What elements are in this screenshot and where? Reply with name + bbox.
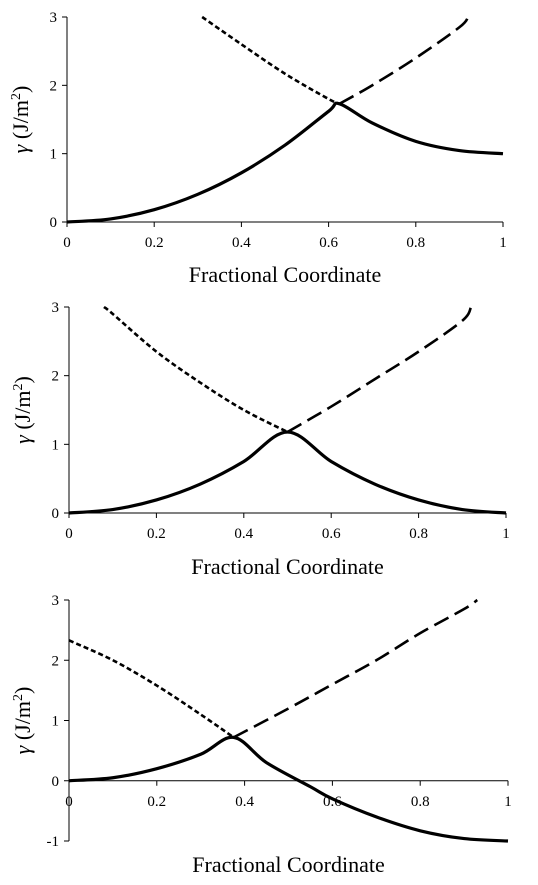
x-tick-label: 0.4 [234,526,253,542]
x-tick-label: 0.6 [319,235,338,251]
series-line-solid [68,735,509,843]
y-tick-label: 3 [52,300,60,316]
x-tick-label: 0.8 [411,794,430,810]
x-tick-label: 0 [65,526,73,542]
y-tick-label: 2 [52,369,60,385]
chart-1: 0 1 2 3 0 0.2 0.4 0.6 0.8 1 Fractional Coordinate γ… [8,10,507,287]
y-tick-label: -1 [47,834,60,850]
x-tick-label: 0.4 [232,235,251,251]
y-tick-label: 1 [52,437,60,453]
y-axis-label: γ (J/m2) [10,687,35,755]
y-axis-label: γ (J/m2) [8,86,33,154]
y-tick-label: 3 [50,10,58,26]
x-axis-label: Fractional Coordinate [189,262,381,287]
series-line-dashed [286,306,473,434]
x-tick-label: 0.8 [409,526,428,542]
x-tick-label: 0.2 [147,526,166,542]
series-line-dotted [103,305,289,434]
y-tick-label: 0 [50,215,58,231]
y-tick-label: 1 [50,147,58,163]
x-tick-label: 1 [499,235,507,251]
x-tick-label: 0.2 [147,794,166,810]
series-line-solid [66,101,504,224]
y-tick-label: 2 [50,78,58,94]
x-tick-label: 0 [63,235,71,251]
x-tick-label: 0.8 [406,235,425,251]
series-line-dotted [68,639,235,739]
y-tick-label: 3 [52,593,60,609]
x-tick-label: 1 [504,794,512,810]
chart-2: 0 1 2 3 0 0.2 0.4 0.6 0.8 1 Fractional Coordinate γ… [10,300,510,579]
y-tick-label: 2 [52,653,60,669]
y-axis-label: γ (J/m2) [10,376,35,444]
x-tick-label: 0.6 [322,526,341,542]
series-line-dashed [233,598,479,739]
y-tick-label: 0 [52,506,60,522]
y-tick-label: 0 [52,774,60,790]
series-line-dashed [338,16,470,105]
series-line-dotted [201,15,341,105]
x-tick-label: 0.4 [235,794,254,810]
x-tick-label: 0.2 [145,235,164,251]
y-tick-label: 1 [52,714,60,730]
x-axis-label: Fractional Coordinate [192,852,384,877]
x-axis-label: Fractional Coordinate [191,554,383,579]
x-tick-label: 1 [502,526,510,542]
series-line-solid [68,430,507,515]
x-tick-label: 0 [65,794,73,810]
